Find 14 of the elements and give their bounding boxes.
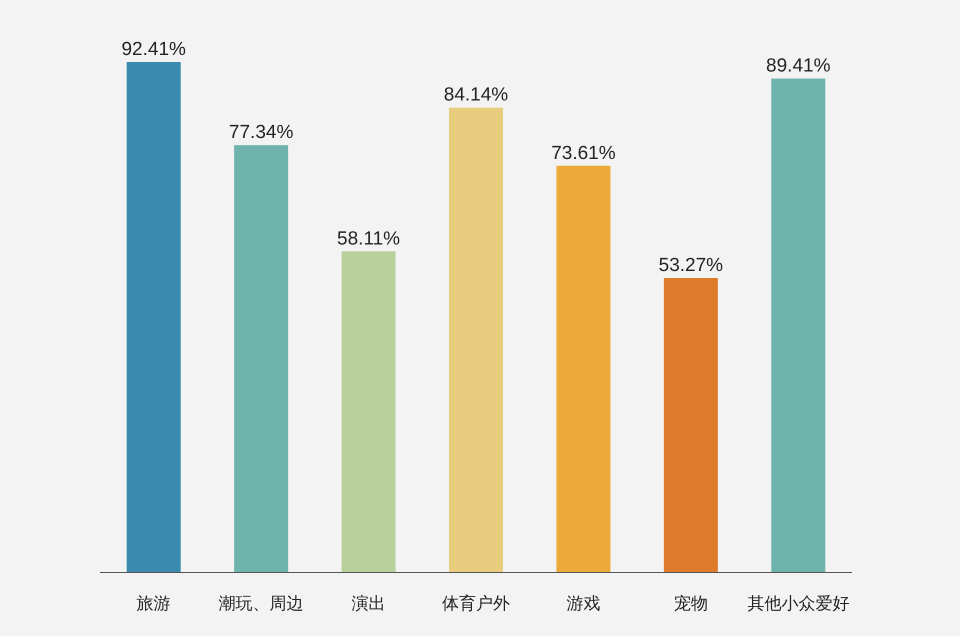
x-tick-label: 游戏: [566, 594, 600, 613]
data-label: 84.14%: [444, 84, 508, 106]
data-label: 73.61%: [551, 142, 616, 164]
x-tick-label: 演出: [352, 594, 386, 613]
data-label: 53.27%: [658, 255, 724, 276]
data-label: 77.34%: [228, 122, 294, 144]
data-label: 92.41%: [121, 39, 186, 60]
x-tick-label: 其他小众爱好: [747, 594, 850, 613]
x-tick-label: 宠物: [674, 594, 708, 613]
x-tick-label: 体育户外: [442, 594, 510, 613]
data-label: 58.11%: [337, 228, 400, 250]
x-tick-label: 旅游: [136, 594, 171, 613]
data-label: 89.41%: [766, 56, 831, 77]
x-tick-label: 潮玩、周边: [218, 594, 304, 613]
